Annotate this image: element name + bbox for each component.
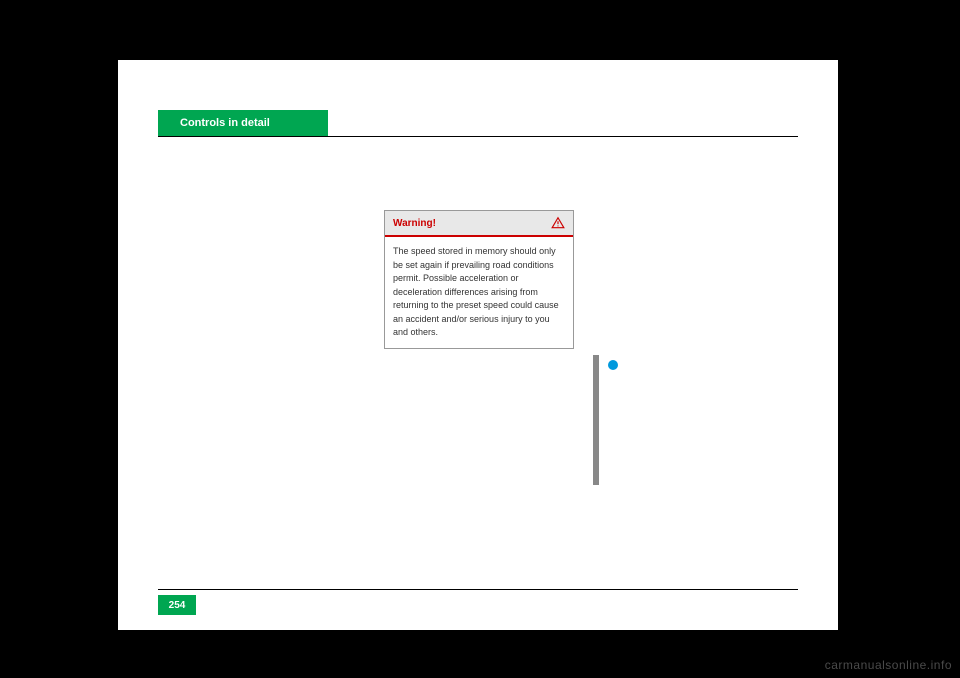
warning-box: Warning! The speed stored in memory shou… <box>384 210 574 349</box>
warning-title: Warning! <box>393 218 436 229</box>
footer-rule <box>158 589 798 590</box>
manual-page: Controls in detail Warning! The speed st… <box>118 60 838 630</box>
warning-body-text: The speed stored in memory should only b… <box>385 237 573 348</box>
section-header: Controls in detail <box>158 110 328 136</box>
section-title: Controls in detail <box>180 117 270 129</box>
watermark-text: carmanualsonline.info <box>825 658 952 672</box>
warning-triangle-icon <box>551 216 565 230</box>
sidebar-tab-strip <box>593 355 599 485</box>
page-number-badge: 254 <box>158 595 196 615</box>
warning-header: Warning! <box>385 211 573 237</box>
info-dot-icon <box>608 360 618 370</box>
header-rule <box>158 136 798 137</box>
page-number-value: 254 <box>169 600 186 611</box>
